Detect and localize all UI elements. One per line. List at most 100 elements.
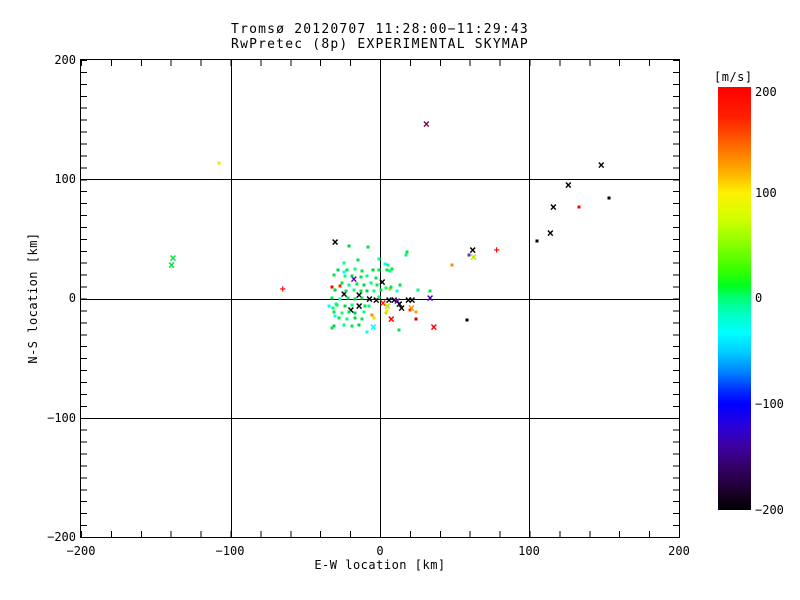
minor-ticks-left bbox=[81, 60, 87, 537]
colorbar-tick-100: 100 bbox=[755, 186, 777, 200]
plot-titles: Tromsø 20120707 11:28:00−11:29:43 RwPret… bbox=[81, 22, 679, 52]
data-point bbox=[344, 289, 348, 293]
data-point bbox=[363, 304, 367, 308]
y-tick-label-neg100: −100 bbox=[47, 411, 76, 425]
data-point: × bbox=[395, 297, 404, 312]
data-point bbox=[350, 324, 354, 328]
data-point bbox=[347, 310, 351, 314]
data-point bbox=[217, 161, 221, 165]
data-point bbox=[359, 275, 363, 279]
data-point bbox=[467, 253, 471, 257]
data-point bbox=[388, 287, 392, 291]
data-point bbox=[327, 304, 331, 308]
data-point bbox=[345, 317, 349, 321]
data-point bbox=[360, 296, 364, 300]
data-point bbox=[338, 284, 342, 288]
colorbar-unit-label: [m/s] bbox=[714, 70, 753, 84]
data-point: × bbox=[385, 293, 393, 308]
data-point bbox=[405, 250, 409, 254]
data-point bbox=[384, 311, 388, 315]
data-point: × bbox=[390, 293, 398, 308]
data-point bbox=[333, 288, 337, 292]
data-point bbox=[347, 244, 351, 248]
data-point bbox=[365, 289, 369, 292]
data-point: × bbox=[546, 225, 555, 240]
data-point bbox=[383, 262, 387, 266]
data-point bbox=[408, 308, 412, 312]
data-point bbox=[353, 267, 357, 271]
data-point bbox=[357, 323, 361, 327]
data-point bbox=[372, 289, 376, 293]
x-tick-label-neg200: −200 bbox=[66, 544, 96, 558]
data-point bbox=[331, 306, 335, 310]
minor-ticks-top bbox=[81, 60, 679, 66]
data-point bbox=[379, 288, 383, 292]
title-line-2: RwPretec (8p) EXPERIMENTAL SKYMAP bbox=[231, 37, 529, 52]
data-point bbox=[338, 297, 342, 301]
data-point: × bbox=[383, 299, 392, 314]
data-point bbox=[577, 205, 581, 209]
colorbar bbox=[718, 87, 751, 510]
colorbar-tick-neg200: −200 bbox=[755, 503, 784, 517]
data-point: × bbox=[378, 275, 386, 290]
data-point bbox=[377, 268, 380, 272]
data-point bbox=[353, 316, 357, 320]
title-line-1: Tromsø 20120707 11:28:00−11:29:43 bbox=[231, 22, 529, 37]
data-point: × bbox=[365, 291, 374, 306]
data-point: × bbox=[404, 292, 413, 307]
colorbar-tick-0: 0 bbox=[755, 291, 763, 305]
data-point bbox=[360, 317, 364, 321]
x-axis-title: E-W location [km] bbox=[314, 558, 446, 572]
data-point bbox=[345, 268, 349, 272]
data-point bbox=[333, 314, 337, 318]
data-point bbox=[330, 296, 334, 300]
data-point bbox=[367, 304, 371, 308]
data-point bbox=[370, 313, 374, 317]
y-tick-label-200: 200 bbox=[54, 53, 76, 67]
x-tick-label-neg100: −100 bbox=[215, 544, 245, 558]
data-point bbox=[375, 283, 379, 287]
data-point: × bbox=[597, 157, 605, 172]
data-point: × bbox=[355, 287, 363, 302]
x-tick-label-0: 0 bbox=[376, 544, 384, 558]
plot-area: × × × × × × × + × × × + × × × × × × × × × × × × × × × × × × × × × × bbox=[80, 59, 680, 538]
data-point: × bbox=[355, 299, 363, 314]
data-point bbox=[340, 281, 344, 285]
data-point bbox=[347, 283, 351, 287]
data-point bbox=[371, 268, 375, 272]
x-tick-label-200: 200 bbox=[668, 544, 690, 558]
data-point: × bbox=[407, 300, 416, 315]
y-tick-label-neg200: −200 bbox=[47, 530, 76, 544]
data-point bbox=[365, 274, 369, 278]
data-point bbox=[377, 257, 381, 261]
data-point bbox=[366, 245, 370, 249]
data-point bbox=[342, 261, 346, 265]
data-point: × bbox=[387, 311, 395, 326]
data-point bbox=[450, 263, 454, 267]
data-point bbox=[374, 276, 377, 280]
data-point bbox=[342, 323, 346, 327]
data-point bbox=[404, 253, 408, 257]
data-point bbox=[343, 274, 347, 278]
data-point bbox=[342, 270, 346, 274]
data-point bbox=[385, 268, 389, 272]
data-point bbox=[465, 318, 469, 322]
data-point bbox=[330, 285, 334, 289]
colorbar-tick-200: 200 bbox=[755, 85, 777, 99]
x-tick-label-100: 100 bbox=[518, 544, 540, 558]
data-point bbox=[377, 295, 381, 299]
data-point: × bbox=[372, 292, 380, 307]
gridline-y-0 bbox=[81, 298, 679, 300]
data-point: × bbox=[340, 286, 348, 301]
gridline-y-neg100 bbox=[81, 417, 679, 419]
data-point bbox=[362, 283, 366, 287]
data-point: × bbox=[426, 290, 434, 305]
data-point bbox=[397, 328, 401, 332]
minor-ticks-bottom bbox=[81, 531, 679, 537]
data-point: × bbox=[393, 293, 401, 308]
data-point: × bbox=[167, 257, 176, 272]
data-point bbox=[535, 239, 539, 243]
data-point bbox=[340, 311, 344, 315]
y-tick-label-0: 0 bbox=[68, 291, 76, 305]
